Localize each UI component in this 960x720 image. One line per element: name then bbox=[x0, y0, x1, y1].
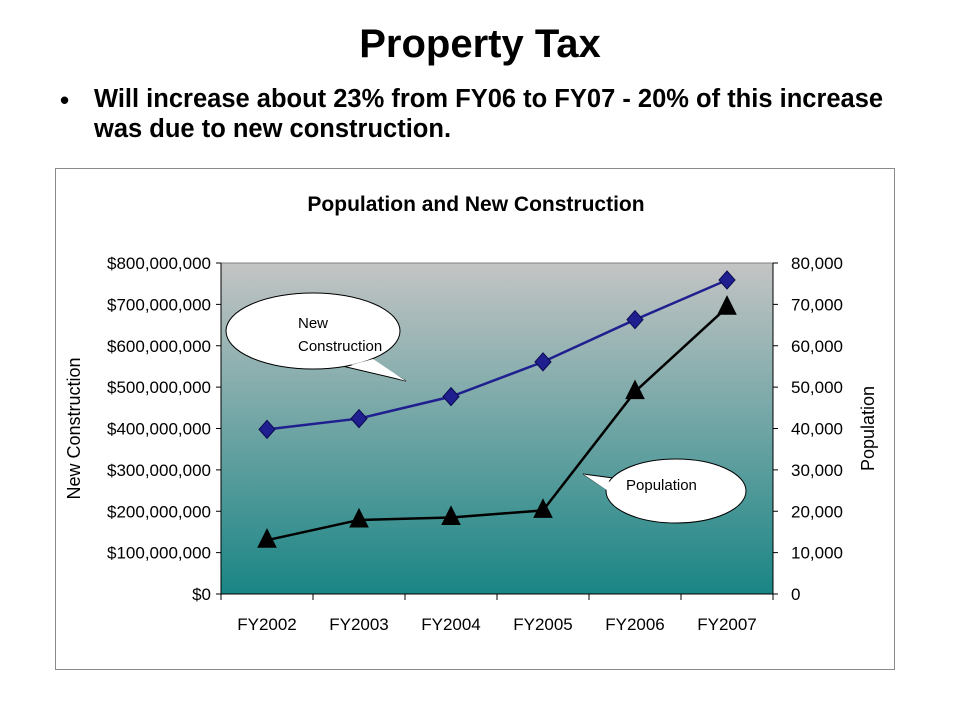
y-left-tick-label: $600,000,000 bbox=[107, 337, 211, 356]
point-marker-triangle bbox=[717, 295, 737, 315]
x-tick-label: FY2003 bbox=[329, 615, 389, 634]
callout-bubble bbox=[225, 292, 401, 370]
point-marker-triangle bbox=[349, 507, 369, 528]
y-axis-left-label: New Construction bbox=[64, 357, 84, 499]
x-tick-label: FY2007 bbox=[697, 615, 757, 634]
y-left-tick-label: $300,000,000 bbox=[107, 461, 211, 480]
point-marker-triangle bbox=[533, 498, 553, 518]
point-marker-diamond bbox=[442, 386, 460, 407]
y-right-tick-label: 10,000 bbox=[791, 544, 843, 563]
y-left-tick-label: $0 bbox=[192, 585, 211, 604]
y-left-tick-label: $400,000,000 bbox=[107, 420, 211, 439]
callout-text: Construction bbox=[298, 338, 382, 355]
point-marker-triangle bbox=[257, 528, 277, 548]
x-tick-label: FY2004 bbox=[421, 615, 481, 634]
y-axis-right-label: Population bbox=[858, 386, 878, 471]
chart-title: Population and New Construction bbox=[307, 193, 644, 216]
y-left-tick-label: $700,000,000 bbox=[107, 295, 211, 314]
point-marker-diamond bbox=[350, 408, 368, 429]
y-right-tick-label: 30,000 bbox=[791, 461, 843, 480]
y-right-tick-label: 40,000 bbox=[791, 420, 843, 439]
y-right-tick-label: 50,000 bbox=[791, 378, 843, 397]
y-left-tick-label: $100,000,000 bbox=[107, 544, 211, 563]
y-left-tick-label: $500,000,000 bbox=[107, 378, 211, 397]
y-right-tick-label: 60,000 bbox=[791, 337, 843, 356]
slide-title: Property Tax bbox=[359, 22, 601, 66]
point-marker-diamond bbox=[718, 270, 736, 290]
series-line-new-construction bbox=[266, 278, 728, 431]
callout-text: Population bbox=[626, 477, 697, 494]
bullet-text: Will increase about 23% from FY06 to FY0… bbox=[94, 85, 884, 143]
y-right-tick-label: 80,000 bbox=[791, 254, 843, 273]
y-left-tick-label: $800,000,000 bbox=[107, 254, 211, 273]
point-marker-diamond bbox=[626, 309, 644, 330]
series-line-population bbox=[266, 306, 728, 542]
point-marker-diamond bbox=[258, 419, 276, 440]
point-marker-diamond bbox=[534, 352, 552, 372]
x-tick-label: FY2002 bbox=[237, 615, 297, 634]
point-marker-triangle bbox=[441, 505, 461, 525]
point-marker-triangle bbox=[625, 379, 645, 400]
y-right-tick-label: 70,000 bbox=[791, 295, 843, 314]
callout-text: New bbox=[298, 315, 328, 332]
y-right-tick-label: 20,000 bbox=[791, 502, 843, 521]
chart-frame: Population and New Construction New Cons… bbox=[55, 168, 895, 670]
bullet-dot: • bbox=[60, 85, 70, 115]
chart: Population and New Construction New Cons… bbox=[64, 193, 878, 634]
callout-tail-fill bbox=[583, 474, 614, 495]
x-tick-label: FY2006 bbox=[605, 615, 665, 634]
callout-bubble bbox=[605, 458, 747, 524]
callout-tail-fill bbox=[351, 359, 406, 381]
y-right-tick-label: 0 bbox=[791, 585, 800, 604]
x-tick-label: FY2005 bbox=[513, 615, 573, 634]
y-left-tick-label: $200,000,000 bbox=[107, 502, 211, 521]
